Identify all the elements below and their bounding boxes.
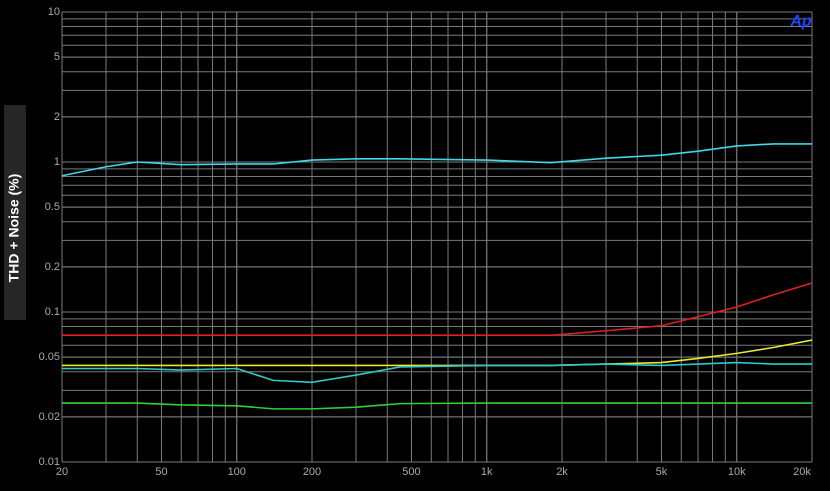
series-line <box>62 339 813 367</box>
y-tick-label: 0.01 <box>39 456 60 468</box>
x-tick-label: 2k <box>556 466 568 478</box>
x-tick-label: 20 <box>56 466 68 478</box>
x-tick-label: 5k <box>656 466 668 478</box>
x-tick-label: 100 <box>228 466 246 478</box>
ylabel-box <box>4 105 26 320</box>
y-tick-label: 10 <box>48 6 60 18</box>
series-line <box>62 361 812 384</box>
series-line <box>61 143 812 177</box>
y-tick-label: 0.02 <box>39 411 60 423</box>
x-tick-label: 500 <box>402 466 420 478</box>
x-tick-label: 200 <box>303 466 321 478</box>
y-tick-label: 0.2 <box>45 261 60 273</box>
y-tick-label: 0.5 <box>45 201 60 213</box>
x-tick-label: 50 <box>155 466 167 478</box>
logo: Ap <box>789 13 812 30</box>
y-tick-label: 5 <box>54 51 60 63</box>
x-tick-label: 20k <box>793 466 811 478</box>
series-line <box>62 402 812 410</box>
y-axis-label: THD + Noise (%) <box>6 174 22 283</box>
y-tick-label: 0.05 <box>39 351 60 363</box>
y-tick-label: 0.1 <box>45 306 60 318</box>
y-tick-label: 1 <box>54 156 60 168</box>
x-tick-label: 10k <box>728 466 746 478</box>
series-line <box>62 282 813 337</box>
x-tick-label: 1k <box>481 466 493 478</box>
y-tick-label: 2 <box>54 111 60 123</box>
